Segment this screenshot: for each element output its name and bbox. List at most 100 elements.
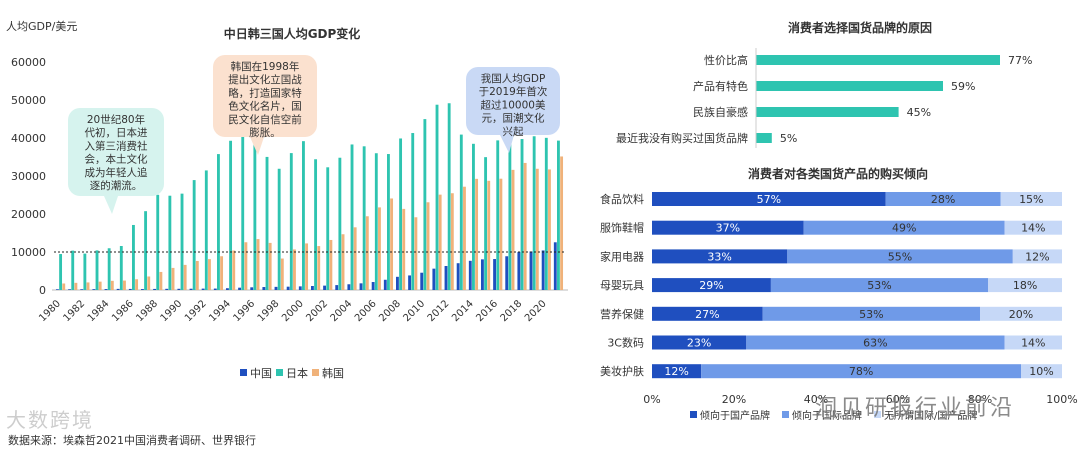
gdp-bar-韩国: [487, 180, 491, 290]
gdp-bar-中国: [383, 279, 387, 290]
tendency-segment-label: 10%: [1029, 365, 1053, 378]
tendency-category-label: 3C数码: [607, 337, 644, 350]
gdp-bar-韩国: [475, 178, 479, 290]
gdp-bar-中国: [141, 289, 144, 290]
gdp-bar-中国: [493, 259, 496, 290]
tendency-segment-label: 20%: [1009, 308, 1033, 321]
tendency-bar-segment: [980, 306, 1062, 321]
gdp-bar-中国: [177, 288, 181, 290]
x-tick-label: 1988: [134, 298, 160, 324]
tendency-bar-segment: [762, 306, 980, 321]
x-tick-label: 1990: [159, 298, 185, 324]
tendency-bar-segment: [652, 364, 702, 379]
gdp-bar-韩国: [123, 280, 126, 290]
gdp-bar-中国: [347, 284, 351, 290]
reason-bar: [756, 107, 899, 117]
y-tick-label: 10000: [11, 246, 46, 259]
tendency-category-label: 母婴玩具: [600, 279, 644, 292]
gdp-bar-中国: [153, 288, 156, 290]
x-tick-label: 1998: [256, 298, 282, 324]
callout-text-line: 略，打造国家特: [228, 86, 302, 99]
x-tick-label: 1996: [231, 298, 257, 324]
gdp-bar-日本: [496, 140, 500, 291]
gdp-bar-韩国: [208, 259, 211, 290]
x-tick-label: 2006: [353, 298, 379, 324]
tendency-bar-segment: [988, 278, 1062, 293]
callout-box: [466, 67, 560, 135]
reason-chart-title: 消费者选择国货品牌的原因: [788, 20, 932, 35]
tendency-x-tick-label: 60%: [886, 393, 910, 406]
gdp-bar-中国: [68, 289, 71, 290]
gdp-bar-中国: [226, 288, 229, 290]
gdp-bar-日本: [59, 254, 63, 290]
gdp-bar-中国: [104, 289, 108, 290]
gdp-bar-韩国: [305, 243, 309, 290]
gdp-bar-日本: [326, 167, 330, 290]
gdp-bar-韩国: [450, 193, 454, 290]
reason-value-label: 45%: [907, 106, 931, 119]
gdp-bar-日本: [265, 156, 269, 290]
y-tick-label: 60000: [11, 56, 46, 69]
gdp-bar-韩国: [438, 194, 442, 290]
legend-label: 韩国: [322, 366, 344, 380]
reason-category-label: 最近我没有购买过国货品牌: [616, 131, 748, 145]
gdp-bar-日本: [144, 211, 148, 290]
gdp-bar-中国: [80, 289, 84, 290]
callout-text-line: 提出文化立国战: [228, 73, 302, 86]
gdp-bar-韩国: [535, 168, 539, 290]
gdp-bar-中国: [517, 252, 521, 290]
reason-value-label: 59%: [951, 80, 975, 93]
gdp-bar-中国: [359, 283, 363, 290]
y-tick-label: 20000: [11, 208, 46, 221]
gdp-bar-韩国: [365, 216, 369, 290]
gdp-bar-韩国: [98, 281, 102, 290]
legend-label: 日本: [286, 366, 308, 380]
gdp-bar-中国: [201, 288, 205, 290]
x-tick-label: 1984: [86, 298, 112, 324]
tendency-segment-label: 33%: [707, 250, 731, 263]
gdp-bar-韩国: [147, 276, 151, 290]
tendency-category-label: 营养保健: [600, 307, 644, 321]
tendency-segment-label: 57%: [757, 193, 781, 206]
gdp-bar-日本: [472, 143, 475, 290]
gdp-bar-日本: [289, 153, 293, 290]
callout-text-line: 逐的潮流。: [90, 179, 143, 192]
gdp-bar-韩国: [62, 283, 66, 290]
y-tick-label: 0: [39, 284, 46, 297]
gdp-bar-中国: [298, 286, 302, 290]
gdp-bar-韩国: [171, 267, 175, 290]
gdp-bar-中国: [238, 287, 241, 290]
legend-label: 中国: [250, 367, 272, 380]
gdp-bar-日本: [132, 224, 135, 290]
gdp-bar-中国: [371, 282, 375, 290]
gdp-bar-韩国: [329, 239, 333, 290]
tendency-legend-swatch: [690, 411, 697, 418]
gdp-bar-日本: [107, 248, 111, 290]
tendency-segment-label: 49%: [892, 222, 916, 235]
callout-text-line: 20世纪80年: [87, 113, 145, 126]
reason-bar: [756, 81, 943, 91]
x-tick-label: 2004: [329, 298, 355, 324]
gdp-bar-韩国: [244, 242, 248, 290]
gdp-bar-日本: [277, 168, 281, 290]
gdp-bar-韩国: [414, 217, 418, 290]
tendency-segment-label: 28%: [931, 193, 955, 206]
callout-text-line: 于2019年首次: [479, 85, 548, 98]
callout-text-line: 韩国在1998年: [231, 60, 300, 73]
gdp-bar-日本: [362, 146, 366, 290]
gdp-bar-韩国: [463, 186, 466, 290]
callout-text-line: 入第三消费社: [85, 139, 148, 152]
gdp-bar-中国: [396, 276, 399, 290]
gdp-chart-title: 中日韩三国人均GDP变化: [224, 26, 361, 41]
gdp-bar-韩国: [256, 239, 260, 290]
gdp-bar-日本: [192, 180, 196, 290]
gdp-bar-韩国: [183, 264, 187, 290]
gdp-bar-韩国: [195, 260, 199, 290]
gdp-bar-日本: [423, 119, 427, 291]
tendency-segment-label: 14%: [1021, 222, 1045, 235]
tendency-x-tick-label: 100%: [1046, 393, 1077, 406]
gdp-bar-韩国: [110, 280, 114, 290]
gdp-bar-日本: [253, 141, 257, 290]
tendency-segment-label: 55%: [888, 250, 912, 263]
